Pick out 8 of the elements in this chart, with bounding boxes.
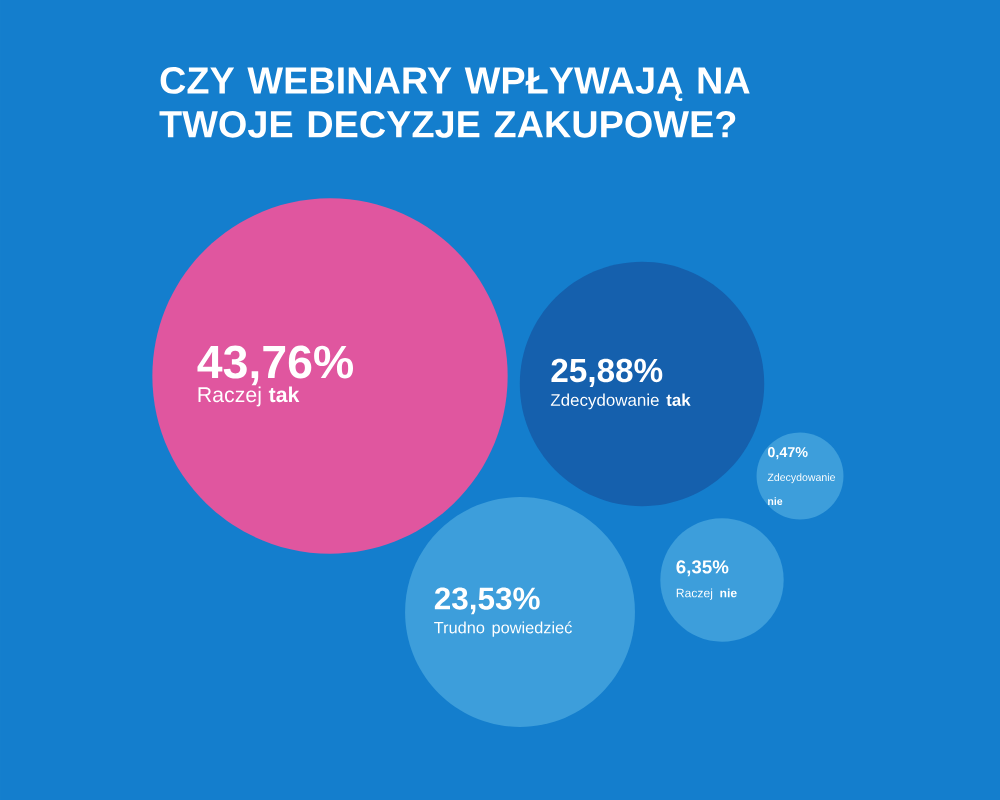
data-label: 25,88% [551, 358, 663, 388]
category-label: Trudno powiedzieć [434, 621, 572, 637]
data-label: 43,76% [197, 345, 354, 386]
data-label: 6,35% [676, 560, 729, 577]
category-label: Raczej tak [198, 386, 300, 407]
category-label: Zdecydowanie tak [550, 393, 691, 410]
data-label: 23,53% [434, 587, 540, 615]
text: CZY WEBINARY WPŁYWAJĄ NA TWOJE DECYZJE ZAKUPOWE? [159, 67, 750, 138]
